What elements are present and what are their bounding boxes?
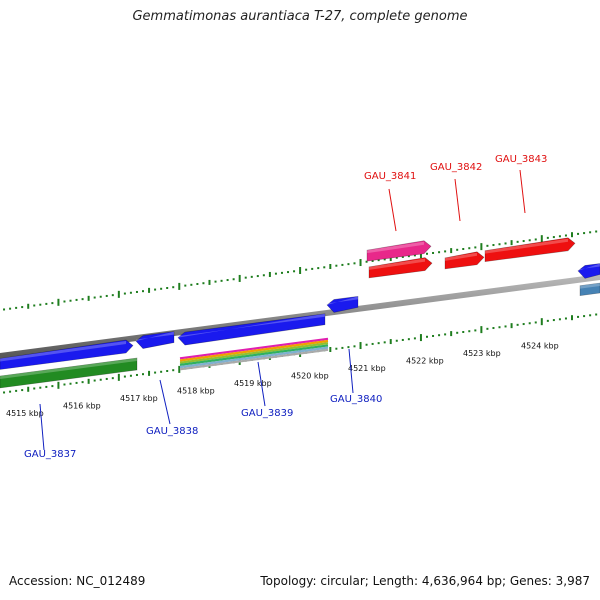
feature-stripe xyxy=(179,346,329,369)
gene-arrow xyxy=(0,339,134,370)
ruler-tick-label: 4524 kbp xyxy=(521,341,559,350)
gene-label-gau_3837: GAU_3837 xyxy=(24,449,76,460)
ruler-tick-label: 4522 kbp xyxy=(406,357,444,366)
gene-arrow-highlight xyxy=(578,263,600,271)
gene-label-gau_3838: GAU_3838 xyxy=(146,426,198,437)
gene-arrow xyxy=(326,296,359,313)
gene-label-gau_3840: GAU_3840 xyxy=(330,394,382,405)
gene-arrow-highlight xyxy=(580,283,600,289)
gene-label-leader xyxy=(519,169,526,214)
ruler-tick-label: 4516 kbp xyxy=(63,402,101,411)
ruler-tick-label: 4517 kbp xyxy=(120,394,158,403)
gene-label-gau_3839: GAU_3839 xyxy=(241,408,293,419)
feature-stripe xyxy=(179,344,329,366)
gene-arrow-highlight xyxy=(485,238,568,254)
gene-arrow-highlight xyxy=(327,296,358,305)
gene-arrow xyxy=(177,313,326,346)
gene-arrow-highlight xyxy=(136,331,174,342)
gene-arrow xyxy=(366,240,432,262)
gene-arrow-highlight xyxy=(445,252,477,261)
gene-arrow xyxy=(579,282,600,296)
gene-arrow-highlight xyxy=(367,241,424,254)
gene-arrow xyxy=(135,331,175,349)
ruler-tick-labels: 4515 kbp 4516 kbp 4517 kbp 4518 kbp 4519 kbp… xyxy=(6,341,559,418)
gene-arrow-highlight xyxy=(178,313,325,338)
gene-arrow-highlight xyxy=(369,258,425,270)
gene-label-gau_3843: GAU_3843 xyxy=(495,154,547,165)
ruler-tick-label: 4515 kbp xyxy=(6,409,44,418)
gene-label-leader xyxy=(454,178,461,222)
feature-stripe xyxy=(179,339,329,362)
gene-labels: GAU_3837 GAU_3838 GAU_3839 GAU_3840 GAU_3841… xyxy=(24,154,547,460)
gene-features xyxy=(0,237,600,389)
gene-label-leader xyxy=(348,348,354,394)
gene-arrow xyxy=(484,237,576,262)
gene-label-leader xyxy=(257,361,266,407)
feature-stripe xyxy=(179,342,329,364)
ruler-tick-label: 4519 kbp xyxy=(234,379,272,388)
gene-arrow xyxy=(0,357,138,389)
gene-arrow-highlight xyxy=(0,357,137,379)
gene-arrow-highlight xyxy=(0,340,126,362)
accession-text: Accession: NC_012489 xyxy=(9,574,146,588)
ruler-tick-label: 4518 kbp xyxy=(177,387,215,396)
ruler-tick-label: 4523 kbp xyxy=(463,349,501,358)
gene-arrow xyxy=(444,251,485,270)
multi-color-feature xyxy=(179,337,329,371)
gene-label-leader xyxy=(159,379,171,425)
genome-summary-text: Topology: circular; Length: 4,636,964 bp… xyxy=(260,574,590,588)
gene-label-gau_3841: GAU_3841 xyxy=(364,171,416,182)
gene-label-gau_3842: GAU_3842 xyxy=(430,162,482,173)
map-title: Gemmatimonas aurantiaca T-27, complete g… xyxy=(132,9,468,24)
feature-stripe xyxy=(179,337,329,360)
ruler-tick-label: 4521 kbp xyxy=(348,364,386,373)
gene-arrow xyxy=(577,263,600,279)
ruler-tick-label: 4520 kbp xyxy=(291,372,329,381)
feature-stripe xyxy=(179,348,329,371)
ruler-top-strand xyxy=(3,230,598,311)
gene-label-leader xyxy=(388,188,397,232)
gene-arrow xyxy=(368,257,433,279)
gene-label-leader xyxy=(39,403,45,451)
